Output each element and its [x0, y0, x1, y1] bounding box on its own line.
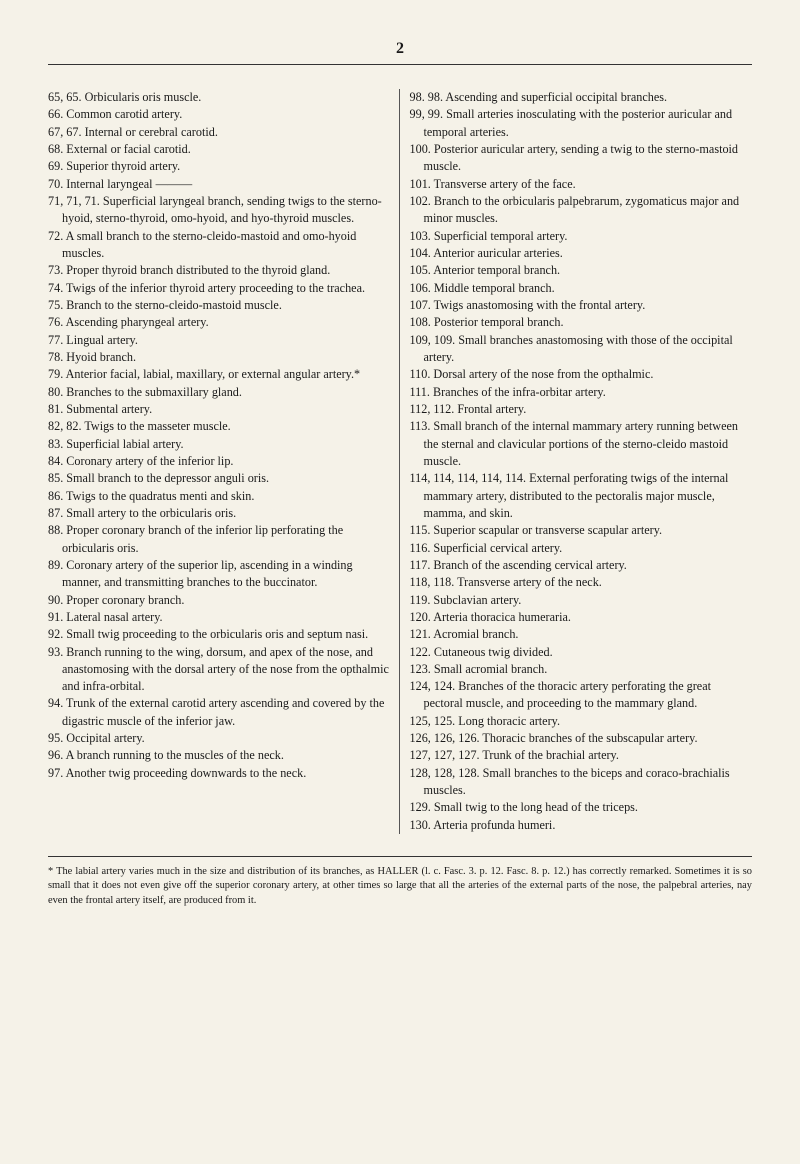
list-entry: 74. Twigs of the inferior thyroid artery… — [48, 280, 391, 297]
list-entry: 121. Acromial branch. — [410, 626, 753, 643]
list-entry: 87. Small artery to the orbicularis oris… — [48, 505, 391, 522]
list-entry: 107. Twigs anastomosing with the frontal… — [410, 297, 753, 314]
list-entry: 106. Middle temporal branch. — [410, 280, 753, 297]
list-entry: 81. Submental artery. — [48, 401, 391, 418]
list-entry: 70. Internal laryngeal ——— — [48, 176, 391, 193]
list-entry: 103. Superficial temporal artery. — [410, 228, 753, 245]
list-entry: 92. Small twig proceeding to the orbicul… — [48, 626, 391, 643]
list-entry: 69. Superior thyroid artery. — [48, 158, 391, 175]
list-entry: 115. Superior scapular or transverse sca… — [410, 522, 753, 539]
list-entry: 83. Superficial labial artery. — [48, 436, 391, 453]
list-entry: 122. Cutaneous twig divided. — [410, 644, 753, 661]
list-entry: 99, 99. Small arteries inosculating with… — [410, 106, 753, 141]
list-entry: 72. A small branch to the sterno-cleido-… — [48, 228, 391, 263]
list-entry: 91. Lateral nasal artery. — [48, 609, 391, 626]
list-entry: 68. External or facial carotid. — [48, 141, 391, 158]
list-entry: 100. Posterior auricular artery, sending… — [410, 141, 753, 176]
list-entry: 109, 109. Small branches anastomosing wi… — [410, 332, 753, 367]
list-entry: 101. Transverse artery of the face. — [410, 176, 753, 193]
list-entry: 94. Trunk of the external carotid artery… — [48, 695, 391, 730]
list-entry: 79. Anterior facial, labial, maxillary, … — [48, 366, 391, 383]
list-entry: 86. Twigs to the quadratus menti and ski… — [48, 488, 391, 505]
list-entry: 125, 125. Long thoracic artery. — [410, 713, 753, 730]
left-column: 65, 65. Orbicularis oris muscle.66. Comm… — [48, 89, 400, 834]
list-entry: 88. Proper coronary branch of the inferi… — [48, 522, 391, 557]
list-entry: 97. Another twig proceeding downwards to… — [48, 765, 391, 782]
list-entry: 113. Small branch of the internal mammar… — [410, 418, 753, 470]
list-entry: 84. Coronary artery of the inferior lip. — [48, 453, 391, 470]
list-entry: 77. Lingual artery. — [48, 332, 391, 349]
content-columns: 65, 65. Orbicularis oris muscle.66. Comm… — [48, 89, 752, 834]
list-entry: 130. Arteria profunda humeri. — [410, 817, 753, 834]
top-divider — [48, 64, 752, 65]
list-entry: 129. Small twig to the long head of the … — [410, 799, 753, 816]
list-entry: 110. Dorsal artery of the nose from the … — [410, 366, 753, 383]
list-entry: 119. Subclavian artery. — [410, 592, 753, 609]
list-entry: 111. Branches of the infra-orbitar arter… — [410, 384, 753, 401]
list-entry: 123. Small acromial branch. — [410, 661, 753, 678]
list-entry: 78. Hyoid branch. — [48, 349, 391, 366]
page-number: 2 — [48, 40, 752, 58]
list-entry: 120. Arteria thoracica humeraria. — [410, 609, 753, 626]
list-entry: 98. 98. Ascending and superficial occipi… — [410, 89, 753, 106]
list-entry: 66. Common carotid artery. — [48, 106, 391, 123]
list-entry: 118, 118. Transverse artery of the neck. — [410, 574, 753, 591]
list-entry: 82, 82. Twigs to the masseter muscle. — [48, 418, 391, 435]
list-entry: 67, 67. Internal or cerebral carotid. — [48, 124, 391, 141]
list-entry: 93. Branch running to the wing, dorsum, … — [48, 644, 391, 696]
list-entry: 126, 126, 126. Thoracic branches of the … — [410, 730, 753, 747]
list-entry: 80. Branches to the submaxillary gland. — [48, 384, 391, 401]
list-entry: 71, 71, 71. Superficial laryngeal branch… — [48, 193, 391, 228]
list-entry: 96. A branch running to the muscles of t… — [48, 747, 391, 764]
footnote-text: * The labial artery varies much in the s… — [48, 865, 752, 908]
list-entry: 90. Proper coronary branch. — [48, 592, 391, 609]
list-entry: 102. Branch to the orbicularis palpebrar… — [410, 193, 753, 228]
list-entry: 104. Anterior auricular arteries. — [410, 245, 753, 262]
list-entry: 116. Superficial cervical artery. — [410, 540, 753, 557]
list-entry: 95. Occipital artery. — [48, 730, 391, 747]
list-entry: 112, 112. Frontal artery. — [410, 401, 753, 418]
list-entry: 128, 128, 128. Small branches to the bic… — [410, 765, 753, 800]
list-entry: 65, 65. Orbicularis oris muscle. — [48, 89, 391, 106]
list-entry: 85. Small branch to the depressor anguli… — [48, 470, 391, 487]
footnote-divider — [48, 856, 752, 857]
list-entry: 105. Anterior temporal branch. — [410, 262, 753, 279]
list-entry: 89. Coronary artery of the superior lip,… — [48, 557, 391, 592]
list-entry: 108. Posterior temporal branch. — [410, 314, 753, 331]
list-entry: 124, 124. Branches of the thoracic arter… — [410, 678, 753, 713]
list-entry: 75. Branch to the sterno-cleido-mastoid … — [48, 297, 391, 314]
list-entry: 114, 114, 114, 114, 114. External perfor… — [410, 470, 753, 522]
list-entry: 73. Proper thyroid branch distributed to… — [48, 262, 391, 279]
right-column: 98. 98. Ascending and superficial occipi… — [400, 89, 753, 834]
list-entry: 127, 127, 127. Trunk of the brachial art… — [410, 747, 753, 764]
list-entry: 117. Branch of the ascending cervical ar… — [410, 557, 753, 574]
list-entry: 76. Ascending pharyngeal artery. — [48, 314, 391, 331]
